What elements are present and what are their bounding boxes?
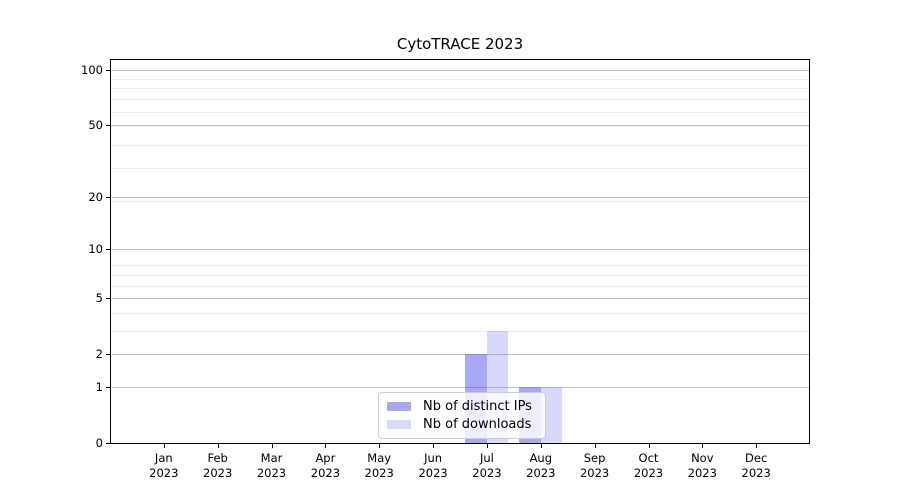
gridline-major	[110, 124, 810, 126]
x-tick-label: Jul 2023	[472, 451, 502, 480]
x-tick-label: Aug 2023	[526, 451, 556, 480]
x-tick-mark	[594, 444, 596, 448]
gridline-major	[110, 386, 810, 388]
x-tick-mark	[217, 444, 219, 448]
gridline-minor	[110, 285, 810, 287]
top-spine	[110, 59, 810, 60]
gridline-minor	[110, 167, 810, 169]
legend-label-downloads: Nb of downloads	[423, 417, 532, 432]
gridline-major	[110, 196, 810, 198]
y-tick-label: 2	[95, 347, 103, 362]
x-tick-mark	[325, 444, 327, 448]
gridline-minor	[110, 99, 810, 101]
gridline-minor	[110, 88, 810, 90]
plot-area	[110, 59, 810, 444]
x-tick-mark	[648, 444, 650, 448]
gridline-major	[110, 354, 810, 356]
y-tick-mark	[106, 69, 110, 71]
bar-downloads-aug	[540, 386, 563, 443]
y-tick-label: 10	[88, 241, 103, 256]
x-tick-label: Jun 2023	[418, 451, 448, 480]
x-tick-mark	[163, 444, 165, 448]
gridline-minor	[110, 330, 810, 332]
x-tick-mark	[756, 444, 758, 448]
right-spine	[809, 59, 810, 444]
legend: Nb of distinct IPs Nb of downloads	[378, 392, 546, 439]
y-tick-mark	[106, 248, 110, 250]
legend-swatch-distinct-ips	[387, 402, 411, 411]
legend-swatch-downloads	[387, 420, 411, 429]
x-tick-mark	[271, 444, 273, 448]
y-tick-label: 50	[88, 117, 103, 132]
gridline-major	[110, 69, 810, 71]
y-axis-line	[110, 59, 111, 444]
legend-entry-downloads: Nb of downloads	[387, 416, 537, 433]
gridline-minor	[110, 126, 810, 128]
y-tick-mark	[106, 298, 110, 299]
gridline-minor	[110, 144, 810, 146]
gridline-minor	[110, 200, 810, 202]
x-tick-mark	[486, 444, 488, 448]
y-tick-label: 1	[95, 379, 103, 394]
y-tick-mark	[106, 443, 110, 444]
gridline-minor	[110, 274, 810, 276]
x-tick-mark	[540, 444, 542, 448]
x-tick-label: Sep 2023	[579, 451, 610, 480]
x-tick-label: Apr 2023	[310, 451, 341, 480]
gridline-minor	[110, 265, 810, 267]
x-tick-label: May 2023	[364, 451, 394, 480]
x-tick-mark	[702, 444, 704, 448]
y-tick-mark	[106, 124, 110, 126]
gridline-minor	[110, 111, 810, 113]
legend-label-distinct-ips: Nb of distinct IPs	[423, 399, 532, 414]
gridline-major	[110, 248, 810, 250]
x-tick-label: Oct 2023	[633, 451, 664, 480]
y-tick-mark	[106, 386, 110, 388]
legend-entry-distinct-ips: Nb of distinct IPs	[387, 398, 537, 415]
x-tick-label: Feb 2023	[203, 451, 233, 480]
x-tick-label: Jan 2023	[149, 451, 179, 480]
y-tick-label: 20	[88, 189, 103, 204]
x-tick-label: Nov 2023	[687, 451, 717, 480]
y-tick-mark	[106, 354, 110, 356]
x-tick-label: Dec 2023	[741, 451, 771, 480]
chart-title: CytoTRACE 2023	[396, 35, 524, 53]
x-axis-line	[110, 443, 810, 444]
x-tick-mark	[379, 444, 381, 448]
x-tick-mark	[433, 444, 435, 448]
gridline-minor	[110, 312, 810, 314]
x-tick-label: Mar 2023	[256, 451, 287, 480]
y-tick-label: 5	[95, 291, 103, 305]
y-tick-label: 0	[95, 436, 103, 450]
y-tick-label: 100	[81, 62, 103, 77]
gridline-major	[110, 298, 810, 299]
gridline-minor	[110, 78, 810, 80]
y-tick-mark	[106, 196, 110, 198]
